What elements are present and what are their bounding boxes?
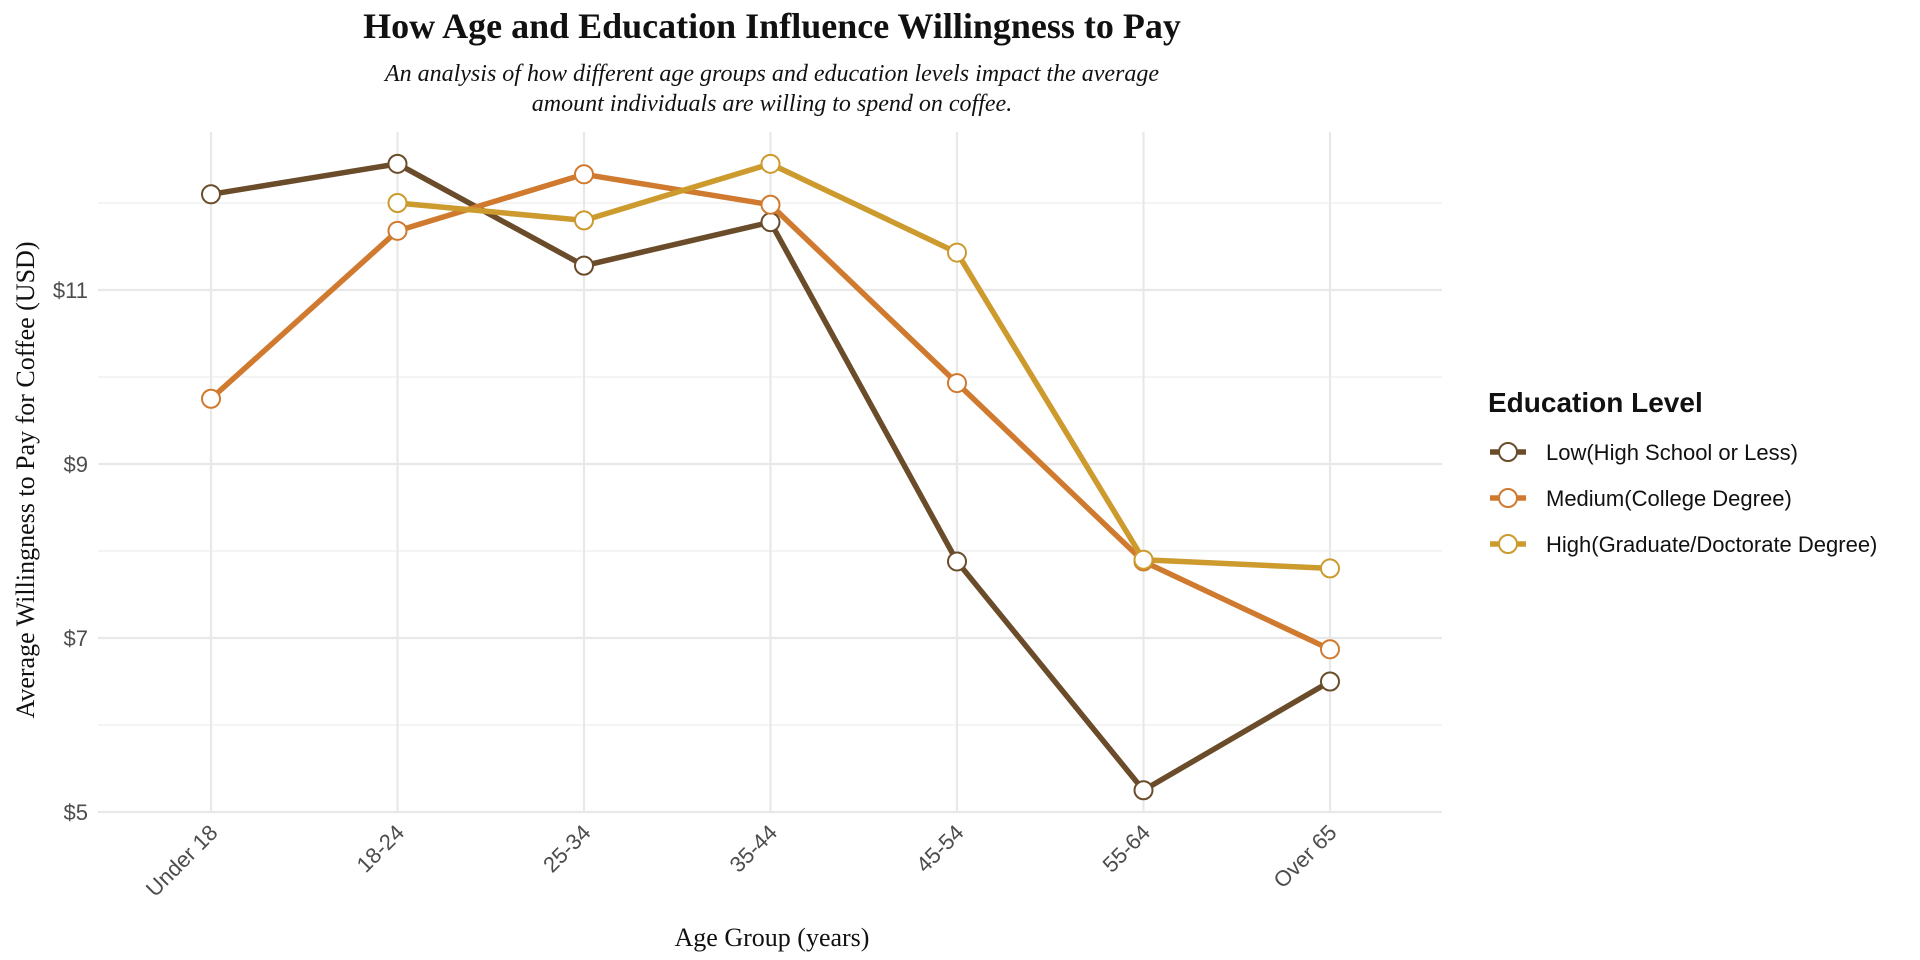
chart-title: How Age and Education Influence Willingn…	[363, 6, 1181, 46]
chart-subtitle-line-2: amount individuals are willing to spend …	[532, 91, 1012, 117]
y-axis-ticks: $5 $7 $9 $11	[53, 278, 88, 825]
series-1-point	[1320, 671, 1340, 692]
series-line-3	[394, 161, 1333, 572]
series-1-point	[1133, 780, 1154, 801]
legend-label: High(Graduate/Doctorate Degree)	[1546, 532, 1877, 557]
series-2-point	[574, 164, 594, 185]
legend: Education Level Low(High School or Less)…	[1488, 387, 1877, 557]
series-3-point	[947, 242, 967, 263]
series-3-point	[1320, 558, 1340, 579]
legend-title: Education Level	[1488, 387, 1703, 418]
x-tick-label: 18-24	[352, 820, 409, 877]
legend-item: Low(High School or Less)	[1490, 440, 1798, 465]
series-3-point	[574, 210, 594, 231]
chart-subtitle-line-1: An analysis of how different age groups …	[383, 61, 1159, 87]
series-points	[201, 153, 1340, 801]
series-1-point	[760, 212, 781, 233]
x-tick-label: Over 65	[1269, 820, 1342, 893]
x-axis-title: Age Group (years)	[675, 923, 870, 952]
x-axis-ticks: Under 18 18-24 25-34 35-44 45-54 55-64 Over 65	[141, 820, 1342, 902]
x-tick-label: 35-44	[725, 820, 782, 877]
series-2-point	[387, 220, 408, 241]
x-tick-label: Under 18	[141, 820, 223, 902]
series-2-point	[1320, 639, 1340, 660]
grid	[98, 132, 1442, 814]
legend-label: Medium(College Degree)	[1546, 486, 1792, 511]
series-1-point	[574, 255, 594, 276]
y-axis-title: Average Willingness to Pay for Coffee (U…	[11, 242, 40, 719]
x-tick-label: 55-64	[1098, 820, 1155, 877]
legend-point-swatch	[1498, 534, 1518, 554]
series-2-point	[947, 373, 967, 394]
y-tick-label: $11	[53, 278, 88, 303]
legend-point-swatch	[1498, 442, 1518, 462]
series-3-point	[1133, 549, 1154, 570]
legend-label: Low(High School or Less)	[1546, 440, 1798, 465]
legend-point-swatch	[1498, 488, 1518, 508]
series-1-point	[201, 184, 221, 205]
series-1-point	[387, 153, 408, 174]
y-tick-label: $5	[64, 800, 88, 825]
legend-item: High(Graduate/Doctorate Degree)	[1490, 532, 1877, 557]
series-3-point	[760, 153, 781, 174]
x-tick-label: 25-34	[538, 820, 595, 877]
x-tick-label: 45-54	[911, 820, 968, 877]
series-2-point	[201, 388, 221, 409]
series-1-point	[947, 551, 967, 572]
legend-item: Medium(College Degree)	[1490, 486, 1792, 511]
y-tick-label: $9	[64, 452, 88, 477]
y-tick-label: $7	[64, 626, 88, 651]
series-2-point	[760, 194, 781, 215]
series-3-point	[387, 193, 408, 213]
